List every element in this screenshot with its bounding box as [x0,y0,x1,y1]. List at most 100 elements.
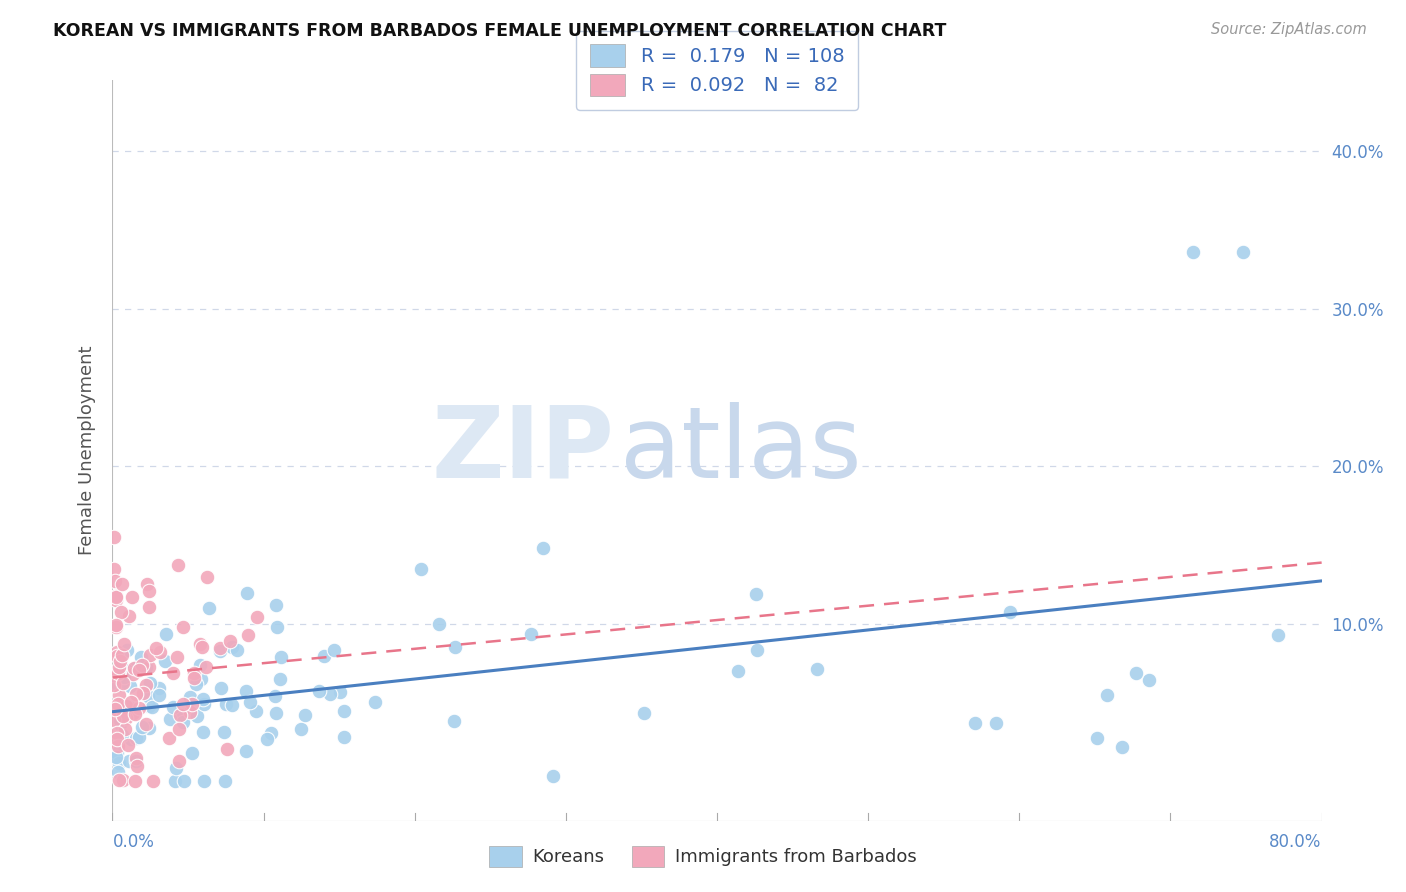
Point [260,725,283,739]
Point [103,668,125,682]
Point [186,709,208,723]
Point [108,662,131,676]
Point [806,662,828,676]
Point [114,663,136,677]
Point [115,699,138,714]
Point [103,713,125,727]
Point [166,650,188,665]
Point [128,663,150,677]
Point [125,750,148,764]
Point [120,732,142,747]
Point [998,605,1021,619]
Point [183,666,205,681]
Point [266,706,288,720]
Point [148,688,170,702]
Point [172,620,194,634]
Point [157,731,180,745]
Point [138,699,160,714]
Point [172,706,194,721]
Point [159,712,181,726]
Point [184,677,207,691]
Legend: Koreans, Immigrants from Barbados: Koreans, Immigrants from Barbados [482,838,924,874]
Point [188,658,211,673]
Point [235,585,257,599]
Point [108,756,131,771]
Point [363,695,385,709]
Point [105,746,128,760]
Point [142,774,165,789]
Point [193,774,215,789]
Point [114,722,136,736]
Point [209,681,232,695]
Point [124,661,146,675]
Point [136,689,159,703]
Point [105,667,128,681]
Point [319,687,342,701]
Point [163,774,186,789]
Point [108,713,131,727]
Point [173,774,195,789]
Point [103,561,125,575]
Point [131,720,153,734]
Point [333,730,356,744]
Point [197,601,219,615]
Point [172,697,194,711]
Point [105,731,128,746]
Point [108,660,131,674]
Point [121,590,143,604]
Point [266,620,288,634]
Point [209,641,232,656]
Point [103,530,125,544]
Point [107,765,129,780]
Point [132,686,155,700]
Point [105,645,128,659]
Point [444,640,467,654]
Point [110,675,132,690]
Point [190,640,212,654]
Point [333,704,356,718]
Point [191,692,214,706]
Point [235,683,257,698]
Point [107,678,129,692]
Point [138,722,160,736]
Point [135,717,157,731]
Point [124,774,146,789]
Point [107,688,129,702]
Point [963,715,986,730]
Point [148,681,170,695]
Point [104,618,127,632]
Point [190,673,212,687]
Point [1111,739,1133,754]
Point [155,627,177,641]
Point [245,704,267,718]
Point [107,697,129,711]
Point [323,643,346,657]
Point [128,730,150,744]
Point [264,599,287,613]
Point [135,577,157,591]
Point [129,650,152,665]
Point [172,714,194,729]
Point [169,708,191,723]
Point [1232,244,1254,259]
Point [117,738,139,752]
Point [112,637,135,651]
Point [122,660,145,674]
Point [531,541,554,555]
Point [104,620,127,634]
Point [167,723,190,737]
Point [111,729,134,743]
Point [104,589,127,603]
Point [208,644,231,658]
Point [108,654,131,668]
Point [162,666,184,681]
Point [135,678,157,692]
Point [727,665,749,679]
Point [111,773,134,788]
Point [181,746,204,760]
Text: atlas: atlas [620,402,862,499]
Point [519,626,541,640]
Point [183,671,205,685]
Point [107,705,129,719]
Point [103,678,125,692]
